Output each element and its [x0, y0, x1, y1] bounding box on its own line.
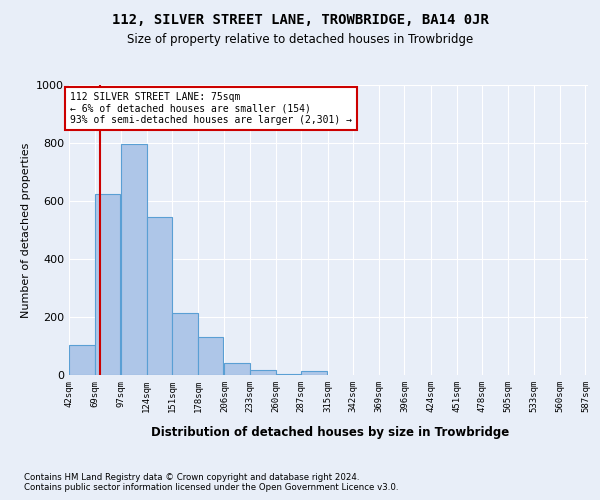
Bar	[275, 374, 301, 375]
Bar	[172, 312, 198, 375]
Bar	[69, 344, 95, 375]
Bar	[250, 370, 275, 375]
Bar	[301, 371, 327, 375]
Bar	[224, 363, 250, 375]
Text: Distribution of detached houses by size in Trowbridge: Distribution of detached houses by size …	[151, 426, 509, 439]
Text: Size of property relative to detached houses in Trowbridge: Size of property relative to detached ho…	[127, 32, 473, 46]
Bar	[147, 217, 172, 375]
Text: 112, SILVER STREET LANE, TROWBRIDGE, BA14 0JR: 112, SILVER STREET LANE, TROWBRIDGE, BA1…	[112, 12, 488, 26]
Bar	[95, 194, 120, 375]
Bar	[198, 338, 223, 375]
Text: Contains public sector information licensed under the Open Government Licence v3: Contains public sector information licen…	[24, 484, 398, 492]
Bar	[121, 144, 147, 375]
Text: Contains HM Land Registry data © Crown copyright and database right 2024.: Contains HM Land Registry data © Crown c…	[24, 472, 359, 482]
Text: 112 SILVER STREET LANE: 75sqm
← 6% of detached houses are smaller (154)
93% of s: 112 SILVER STREET LANE: 75sqm ← 6% of de…	[70, 92, 352, 126]
Y-axis label: Number of detached properties: Number of detached properties	[20, 142, 31, 318]
